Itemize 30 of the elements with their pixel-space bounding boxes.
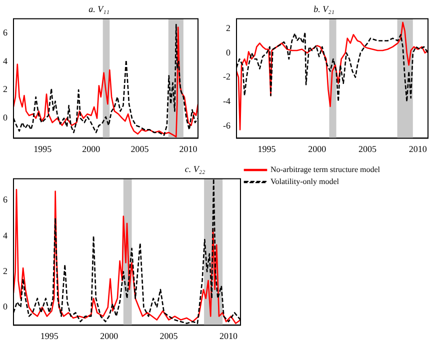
y-tick-label: 4: [3, 56, 8, 66]
chart-title: a. V₁₁: [88, 4, 110, 14]
x-tick-label: 2000: [308, 144, 327, 154]
y-tick-label: 0: [3, 112, 8, 123]
legend-label: No-arbitrage term structure model: [270, 165, 381, 174]
x-tick-label: 1995: [258, 144, 276, 154]
y-tick-label: -2: [222, 72, 230, 82]
y-tick-label: -4: [222, 96, 231, 106]
y-tick-label: 4: [3, 230, 8, 240]
y-tick-label: 2: [226, 22, 230, 33]
y-tick-label: 2: [3, 84, 8, 94]
y-tick-label: 6: [3, 194, 8, 205]
x-tick-label: 2005: [160, 330, 178, 341]
y-tick-label: 6: [3, 27, 8, 38]
x-tick-label: 2005: [130, 144, 150, 154]
chart-title: c. V₂₂: [184, 164, 206, 174]
x-tick-label: 2010: [220, 330, 238, 341]
y-tick-label: 0: [3, 302, 8, 312]
x-tick-label: 2005: [358, 144, 378, 154]
x-tick-label: 2010: [179, 144, 198, 154]
y-tick-label: -6: [222, 120, 231, 130]
x-tick-label: 2010: [408, 144, 428, 154]
x-tick-label: 1995: [34, 144, 52, 154]
x-tick-label: 1995: [40, 330, 59, 341]
chart-title: b. V₂₁: [314, 4, 334, 14]
x-tick-label: 2000: [82, 144, 101, 154]
x-tick-label: 2000: [100, 330, 119, 341]
legend-label: Volatility-only model: [270, 177, 340, 186]
y-tick-label: 0: [226, 47, 231, 58]
y-tick-label: 2: [3, 266, 8, 276]
